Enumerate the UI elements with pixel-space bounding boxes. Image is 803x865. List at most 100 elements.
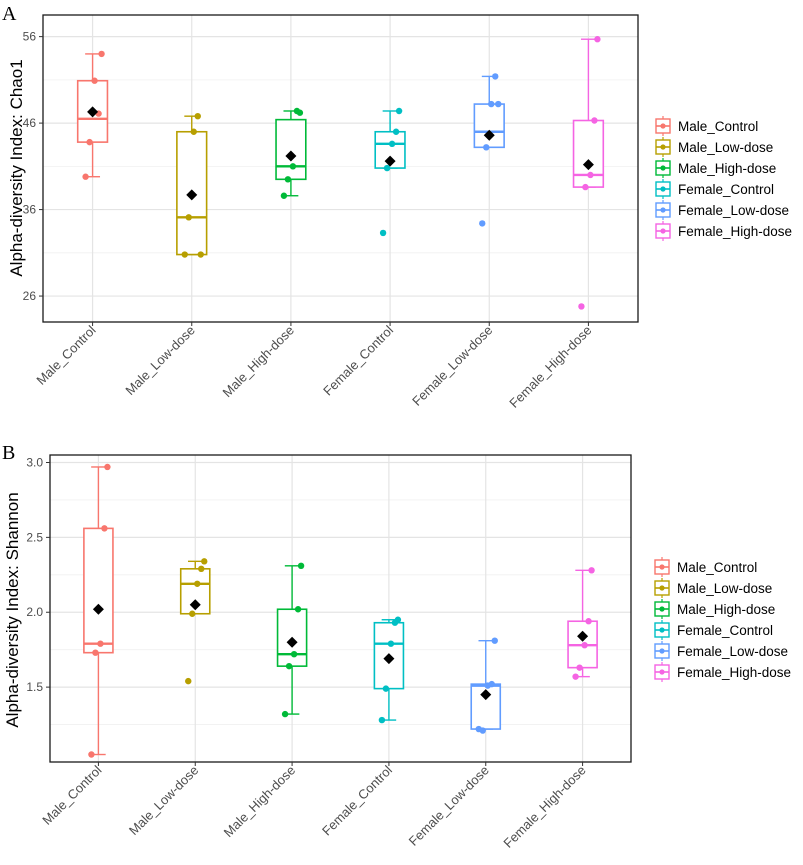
data-point xyxy=(185,677,192,685)
y-tick-label: 36 xyxy=(23,203,37,217)
panel-a-legend: Male_Control Male_Low-dose Male_High-dose F… xyxy=(655,116,792,241)
data-point xyxy=(392,128,400,135)
y-tick-label: 26 xyxy=(23,289,37,303)
box-iqr xyxy=(473,103,505,149)
panel-a-plot-border xyxy=(42,14,639,323)
legend-label: Female_Low-dose xyxy=(677,644,788,659)
data-point xyxy=(585,618,592,625)
x-tick-label: Female_Control xyxy=(319,762,395,838)
y-tick-label: 2.5 xyxy=(26,530,43,544)
data-point xyxy=(284,176,292,183)
panel-b-y-axis-title: Alpha-diversity Index: Shannon xyxy=(3,492,22,727)
mean-marker xyxy=(186,189,198,201)
data-point xyxy=(492,73,499,80)
data-point xyxy=(383,164,391,172)
data-point xyxy=(97,640,104,647)
panel-a-x-ticks: Male_Control Male_Low-dose Male_High-dose F… xyxy=(33,322,595,411)
mean-marker xyxy=(582,159,594,171)
data-point xyxy=(591,117,598,124)
data-point xyxy=(198,565,205,573)
mean-marker xyxy=(286,636,298,648)
legend-item: Female_Low-dose xyxy=(655,200,789,220)
legend-key-point xyxy=(659,627,665,633)
data-point xyxy=(479,727,486,734)
data-point xyxy=(104,463,111,471)
data-point xyxy=(201,558,208,565)
data-point xyxy=(280,192,288,199)
mean-marker xyxy=(92,603,104,615)
y-tick-label: 2.0 xyxy=(26,605,43,619)
panel-b-label: B xyxy=(2,442,15,464)
y-tick-label: 46 xyxy=(23,116,37,130)
x-tick-label: Male_Control xyxy=(33,322,98,387)
data-point xyxy=(189,610,196,617)
data-point xyxy=(290,650,298,658)
panel-a-label: A xyxy=(2,3,17,25)
mean-marker xyxy=(189,599,201,611)
legend-item: Female_Low-dose xyxy=(654,641,788,661)
data-point xyxy=(576,664,583,671)
legend-label: Male_Low-dose xyxy=(678,140,773,155)
data-point xyxy=(185,214,192,221)
y-tick-label: 1.5 xyxy=(26,680,43,694)
panel-b-legend: Male_Control Male_Low-dose Male_High-dose F… xyxy=(654,557,791,682)
x-tick-label: Male_High-dose xyxy=(221,763,299,841)
box-male_control xyxy=(76,50,109,180)
data-point xyxy=(82,173,89,180)
mean-marker xyxy=(577,630,589,642)
legend-item: Female_High-dose xyxy=(654,662,791,682)
data-point xyxy=(582,183,589,191)
box-male_high-dose xyxy=(276,562,308,718)
legend-item: Male_Low-dose xyxy=(654,578,772,598)
x-tick-label: Male_High-dose xyxy=(219,323,297,401)
legend-label: Female_Control xyxy=(677,623,773,638)
x-tick-label: Male_Low-dose xyxy=(122,323,198,399)
legend-item: Male_Low-dose xyxy=(655,137,773,157)
data-point xyxy=(285,662,293,670)
data-point xyxy=(91,77,98,84)
data-point xyxy=(88,751,95,758)
data-point xyxy=(395,107,403,115)
legend-item: Male_High-dose xyxy=(654,599,775,619)
box-male_high-dose xyxy=(275,107,307,199)
data-point xyxy=(387,640,395,647)
x-tick-label: Female_High-dose xyxy=(500,763,588,851)
box-iqr xyxy=(83,527,114,654)
mean-marker xyxy=(87,106,99,118)
data-point xyxy=(488,680,495,688)
legend-key-point xyxy=(660,207,666,213)
panel-a-boxplots xyxy=(76,36,605,310)
panel-b-shannon: B 1.5 2.0 2.5 3.0 Male_Control Male_Low-dose… xyxy=(2,442,791,851)
panel-b-x-ticks: Male_Control Male_Low-dose Male_High-dose F… xyxy=(39,762,589,851)
legend-item: Female_Control xyxy=(655,179,774,199)
y-tick-label: 3.0 xyxy=(26,455,43,469)
box-female_control xyxy=(373,616,405,724)
x-tick-label: Female_Low-dose xyxy=(409,323,495,409)
legend-item: Male_Control xyxy=(654,557,757,577)
y-tick-label: 56 xyxy=(23,30,37,44)
data-point xyxy=(294,606,302,613)
panel-b-y-ticks: 1.5 2.0 2.5 3.0 xyxy=(26,455,50,694)
legend-label: Male_Control xyxy=(677,560,757,575)
data-point xyxy=(194,112,201,120)
legend-label: Female_High-dose xyxy=(678,224,792,239)
data-point xyxy=(488,100,495,108)
legend-label: Male_High-dose xyxy=(677,602,775,617)
data-point xyxy=(92,649,99,656)
box-iqr xyxy=(275,118,307,181)
legend-item: Male_Control xyxy=(655,116,758,136)
data-point xyxy=(281,710,289,718)
legend-label: Male_High-dose xyxy=(678,161,776,176)
legend-key-point xyxy=(659,564,665,570)
legend-key-point xyxy=(660,165,666,171)
legend-item: Female_Control xyxy=(654,620,773,640)
legend-key-point xyxy=(660,144,666,150)
legend-label: Female_Control xyxy=(678,182,774,197)
legend-label: Female_High-dose xyxy=(677,665,791,680)
panel-b-boxplots xyxy=(83,463,598,758)
data-point xyxy=(181,251,188,258)
data-point xyxy=(588,567,595,574)
data-point xyxy=(572,673,579,680)
data-point xyxy=(594,36,601,43)
